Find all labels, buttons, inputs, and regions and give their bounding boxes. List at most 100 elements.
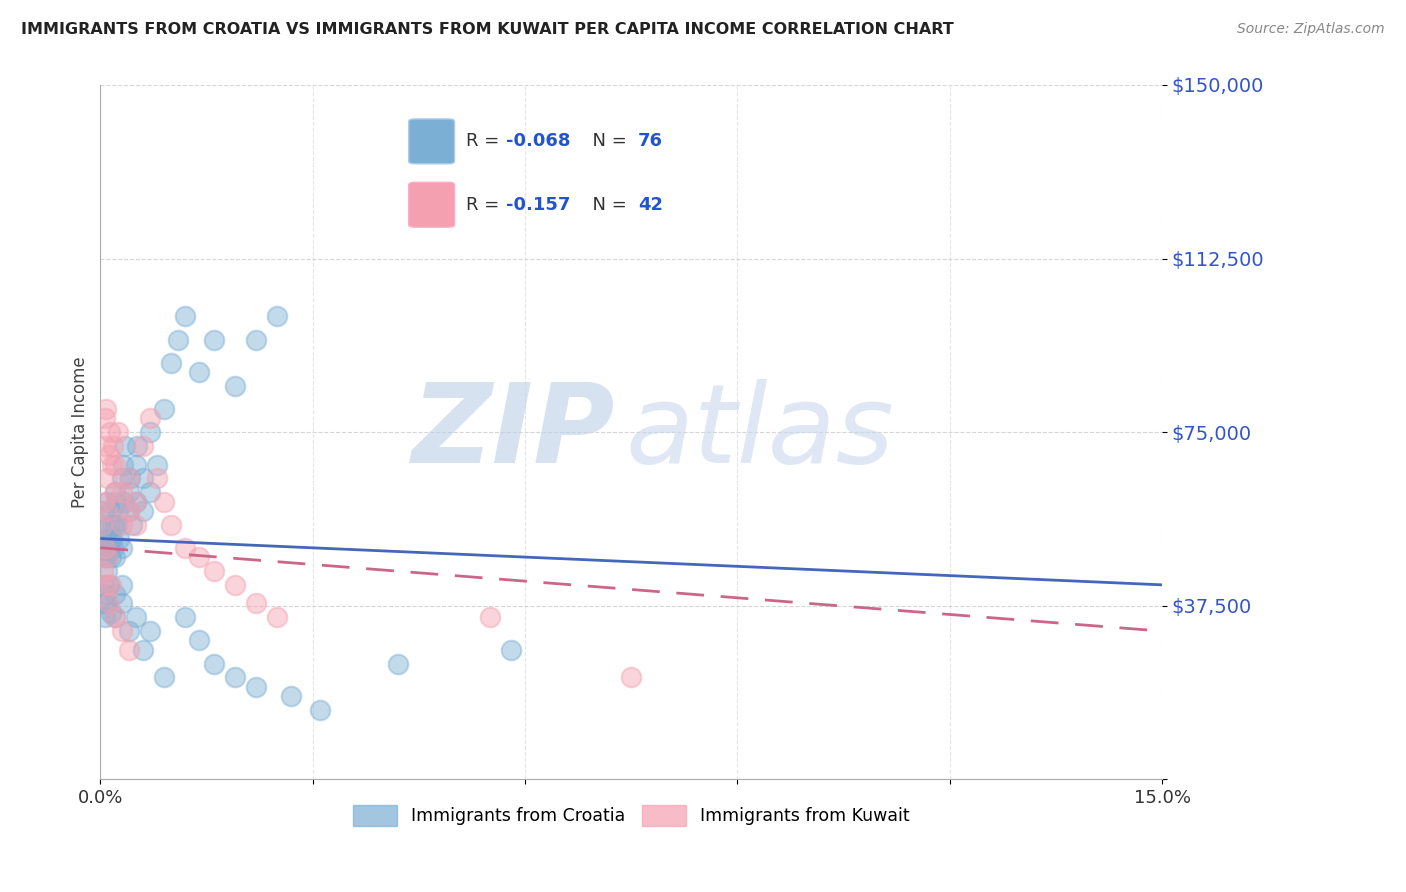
Point (111, 458, 134, 472)
Point (245, 333, 267, 347)
Point (100, 578, 122, 592)
Point (97, 448, 120, 462)
Point (101, 439, 124, 453)
Point (125, 517, 148, 532)
Point (98, 532, 121, 546)
Point (127, 439, 149, 453)
Point (139, 425, 162, 439)
Point (105, 517, 128, 532)
Point (499, 642, 522, 657)
Point (93, 541, 115, 555)
Point (139, 485, 162, 500)
Point (100, 606, 122, 620)
Point (94, 587, 117, 601)
Point (104, 494, 127, 508)
Point (96, 550, 118, 565)
Point (139, 411, 162, 425)
Point (96, 504, 118, 518)
Point (118, 624, 141, 639)
Point (103, 517, 125, 532)
Point (94, 578, 117, 592)
Point (280, 689, 302, 703)
Point (110, 517, 132, 532)
Point (174, 310, 197, 324)
Point (139, 624, 162, 639)
Point (101, 541, 124, 555)
Point (107, 532, 129, 546)
Point (110, 485, 132, 500)
Point (94, 517, 117, 532)
Point (120, 471, 142, 485)
Point (110, 541, 132, 555)
Point (96, 550, 118, 565)
Point (96, 564, 118, 578)
Point (118, 642, 141, 657)
Point (114, 439, 136, 453)
Point (224, 670, 246, 684)
Point (266, 310, 288, 324)
Point (167, 333, 190, 347)
Point (91, 564, 114, 578)
Point (266, 610, 288, 624)
Point (125, 458, 148, 472)
Point (103, 458, 125, 472)
Point (620, 670, 643, 684)
Point (125, 494, 148, 508)
Point (110, 624, 132, 639)
Point (153, 494, 176, 508)
Point (94, 550, 117, 565)
Point (146, 471, 169, 485)
Text: ZIP: ZIP (412, 378, 616, 485)
Point (224, 578, 246, 592)
Point (93, 504, 115, 518)
Point (112, 494, 135, 508)
Point (97, 517, 120, 532)
Point (103, 610, 125, 624)
Point (110, 578, 132, 592)
Point (174, 541, 197, 555)
Point (146, 458, 169, 472)
Point (188, 365, 211, 379)
Point (107, 425, 129, 439)
Point (188, 550, 211, 565)
Point (94, 401, 117, 416)
Point (96, 532, 118, 546)
Point (125, 494, 148, 508)
Point (93, 550, 115, 565)
Point (202, 564, 225, 578)
Point (132, 471, 155, 485)
Point (160, 356, 183, 370)
Point (97, 578, 120, 592)
Point (224, 379, 246, 393)
Point (202, 333, 225, 347)
Point (118, 471, 141, 485)
Point (132, 504, 155, 518)
Point (245, 680, 267, 694)
Point (100, 517, 122, 532)
Point (387, 657, 409, 671)
Point (103, 550, 125, 565)
Point (91, 517, 114, 532)
Point (174, 610, 197, 624)
Point (107, 504, 129, 518)
Point (160, 517, 183, 532)
Point (100, 458, 122, 472)
Point (118, 504, 141, 518)
Point (94, 411, 117, 425)
Point (478, 610, 501, 624)
Point (101, 532, 124, 546)
Point (98, 541, 121, 555)
Point (94, 532, 117, 546)
Text: Source: ZipAtlas.com: Source: ZipAtlas.com (1237, 22, 1385, 37)
Point (110, 596, 132, 610)
Point (93, 610, 115, 624)
Point (100, 504, 122, 518)
Point (132, 642, 155, 657)
Point (103, 587, 125, 601)
Point (118, 485, 141, 500)
Point (121, 517, 143, 532)
Point (93, 596, 115, 610)
Y-axis label: Per Capita Income: Per Capita Income (72, 356, 89, 508)
Point (96, 471, 118, 485)
Point (93, 494, 115, 508)
